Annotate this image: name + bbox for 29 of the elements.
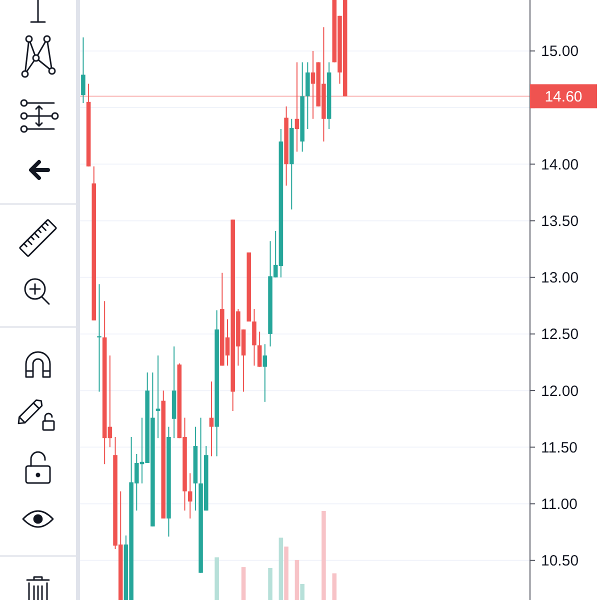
bar [284,546,288,600]
y-tick-label: 11.50 [541,439,578,456]
candlestick [81,36,86,104]
bar [214,557,219,600]
candlestick [188,472,192,519]
candlestick [209,381,214,457]
bar [241,567,246,600]
candlestick [306,62,310,130]
y-tick-label: 12.50 [541,326,579,344]
bar [294,560,300,600]
y-tick-label: 15.00 [541,43,579,60]
candlestick [257,331,262,368]
candlestick [156,354,160,439]
ref-line-label: 14.60 [544,88,582,106]
y-tick-label: 13.00 [541,270,579,287]
y-tick-label: 10.50 [541,552,579,570]
y-tick-label: 12.00 [541,382,579,400]
candlestick [97,284,102,392]
candlestick [294,62,300,152]
y-tick-label: 13.50 [541,213,579,230]
bar [332,573,337,600]
y-tick-label: 14.00 [541,156,579,174]
y-tick-label: 11.00 [541,496,578,514]
bar [300,584,304,600]
candlestick [262,344,268,402]
bar [278,538,284,600]
bar [268,568,272,600]
candlestick [252,308,256,366]
bar [322,511,326,600]
